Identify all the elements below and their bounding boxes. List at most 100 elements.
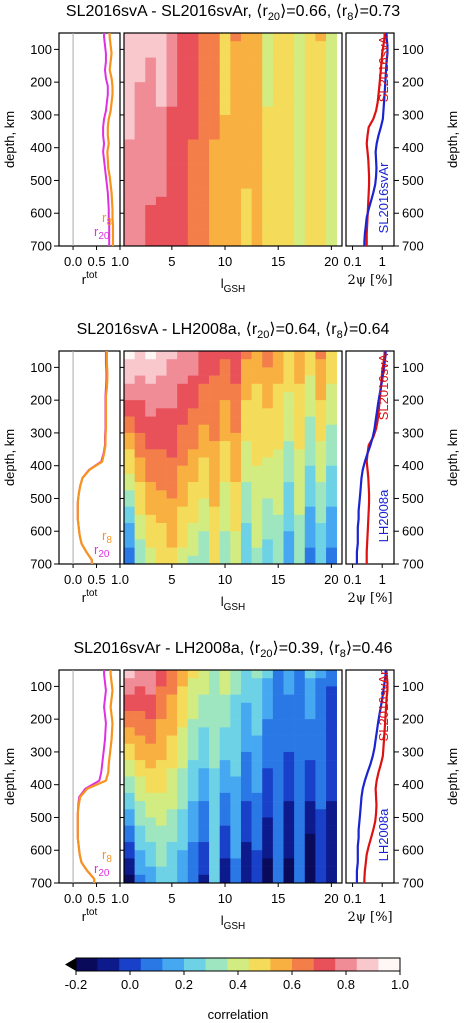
heatmap-cell [262,441,274,450]
depth-tick-label-right: 300 [402,744,424,759]
heatmap-cell [219,842,231,851]
heatmap-cell [198,473,210,483]
model-a-label: SL2016svAr [376,670,391,741]
heatmap-cell [240,375,252,385]
heatmap-cell [230,465,242,475]
rtot-tick-label: 1.0 [111,254,129,269]
heatmap-cell [272,441,284,450]
heatmap-cell [283,719,295,728]
heatmap-cell [304,41,316,50]
heatmap-cell [262,751,274,761]
heatmap-cell [304,531,316,540]
heatmap-cell [283,801,295,810]
heatmap-cell [219,33,231,42]
heatmap-cell [177,751,189,761]
depth-tick-label-right: 100 [402,42,424,57]
rtot-r8-line [106,33,115,246]
heatmap-cell [283,825,295,835]
heatmap-cell [209,842,221,851]
heatmap-cell [166,106,178,116]
heatmap-cell [230,49,242,58]
heatmap-cell [304,801,316,810]
heatmap-cell [219,743,231,753]
heatmap-cell [251,123,263,132]
heatmap-cell [209,172,221,181]
heatmap-cell [177,866,189,876]
heatmap-cell [294,383,306,393]
heatmap-cell [272,65,284,75]
depth-tick-label-right: 100 [402,360,424,375]
heatmap-cell [315,506,327,516]
heatmap-cell [251,229,263,239]
heatmap-cell [166,457,178,466]
heatmap-cell [230,858,242,867]
heatmap-cell [155,65,167,75]
colorbar-swatch [378,958,401,971]
heatmap-cell [134,482,146,491]
model-b-label: SL2016svAr [376,162,391,233]
heatmap-cell [187,465,199,475]
heatmap-cell [283,237,295,247]
heatmap-cell [230,678,242,687]
heatmap-cell [272,188,284,198]
heatmap-cell [251,424,263,434]
heatmap-cell [283,147,295,157]
heatmap-cell [209,432,221,442]
heatmap-cell [145,432,157,442]
heatmap-cell [326,416,337,426]
psi-frame [345,350,395,565]
colorbar-tick-label: 0.8 [337,977,355,992]
heatmap-cell [326,229,337,239]
heatmap-cell [251,375,263,385]
colorbar-underflow-triangle [65,958,76,971]
heatmap-cell [219,351,231,360]
heatmap-cell [198,817,210,826]
heatmap-cell [304,49,316,58]
heatmap-cell [326,514,337,524]
heatmap-cell [166,188,178,198]
heatmap-cell [209,817,221,826]
heatmap-cell [272,809,284,818]
heatmap-cell [198,719,210,728]
heatmap-cell [283,400,295,409]
heatmap-cell [240,49,252,58]
heatmap-cell [134,514,146,524]
heatmap-cell [219,809,231,818]
heatmap-cell [124,351,135,360]
heatmap-cell [187,213,199,222]
heatmap-cell [283,702,295,712]
heatmap-cell [187,441,199,450]
heatmap-cell [230,114,242,124]
depth-tick-label-left: 300 [30,107,52,122]
heatmap-cell [187,792,199,802]
heatmap-cell [283,498,295,507]
depth-tick-label-right: 600 [402,843,424,858]
heatmap-cell [219,155,231,165]
heatmap-cell [326,490,337,499]
heatmap-cell [219,792,231,802]
heatmap-cell [230,694,242,704]
heatmap-cell [240,180,252,189]
heatmap-cell [155,874,167,884]
heatmap-cell [283,842,295,851]
heatmap-cell [124,686,135,695]
heatmap-cell [240,73,252,83]
heatmap-cell [187,114,199,124]
heatmap-cell [134,424,146,434]
heatmap-cell [251,221,263,230]
heatmap-cell [262,874,274,884]
heatmap-cell [304,473,316,483]
model-b-label: LH2008a [376,489,391,543]
heatmap-cell [230,73,242,83]
depth-tick-label-right: 700 [402,239,424,254]
heatmap-cell [198,825,210,835]
heatmap-cell [145,49,157,58]
heatmap-cell [315,123,327,132]
heatmap-cell [187,164,199,173]
heatmap-cell [209,375,221,385]
heatmap-cell [124,719,135,728]
heatmap-cell [187,65,199,75]
heatmap-cell [262,90,274,99]
heatmap-cell [187,139,199,148]
heatmap-cell [326,188,337,198]
